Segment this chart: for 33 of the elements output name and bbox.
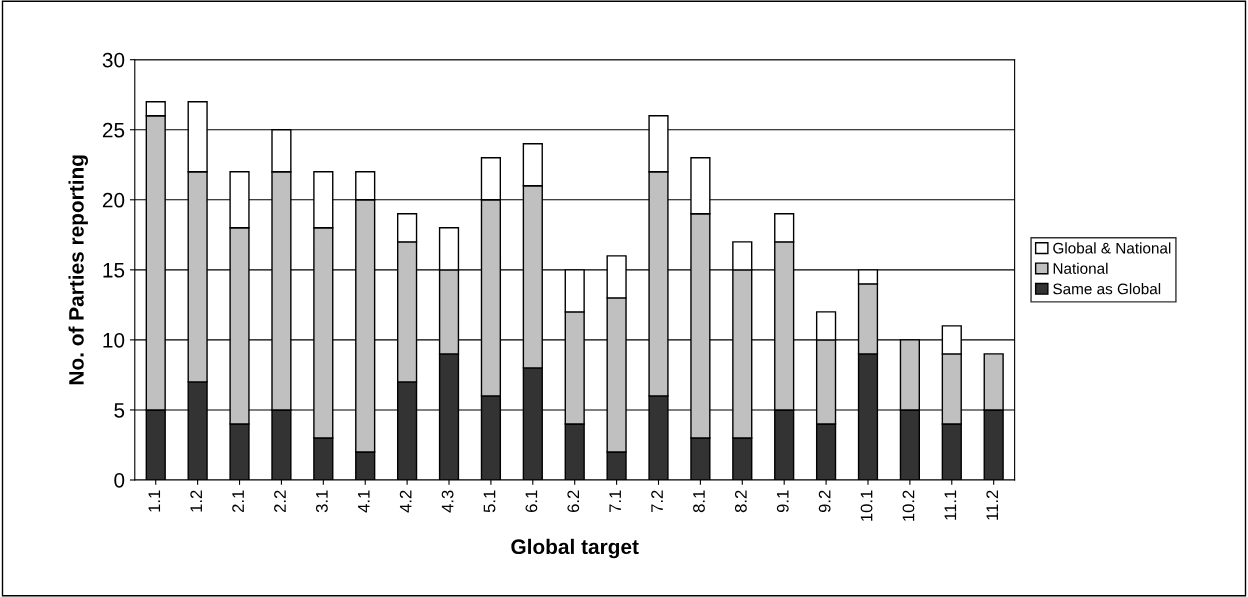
x-axis-title: Global target xyxy=(511,538,639,559)
legend-label: Global & National xyxy=(1053,242,1171,254)
x-tick-label: 2.2 xyxy=(274,490,286,513)
y-tick-label: 0 xyxy=(114,472,125,488)
y-tick-label: 5 xyxy=(114,403,125,418)
legend-label: National xyxy=(1053,262,1108,274)
x-tick-label: 6.2 xyxy=(567,490,580,513)
x-tick-label: 10.1 xyxy=(860,490,873,521)
x-tick-label: 4.1 xyxy=(358,490,370,513)
x-tick-label: 7.1 xyxy=(609,490,621,513)
x-tick-label: 11.2 xyxy=(986,490,998,520)
x-tick-label: 10.2 xyxy=(902,490,915,521)
x-tick-label: 6.1 xyxy=(525,490,538,513)
x-tick-label: 1.1 xyxy=(148,490,161,512)
y-axis-title: No. of Parties reporting xyxy=(68,155,88,385)
y-tick-label: 10 xyxy=(103,332,125,348)
x-tick-label: 8.1 xyxy=(693,490,705,513)
x-tick-label: 9.1 xyxy=(776,490,789,513)
y-tick-label: 30 xyxy=(102,52,125,68)
x-tick-label: 1.2 xyxy=(190,490,202,512)
x-tick-label: 11.1 xyxy=(944,490,957,520)
y-tick-label: 20 xyxy=(102,192,125,208)
x-tick-label: 5.1 xyxy=(483,490,496,513)
x-tick-label: 9.2 xyxy=(818,490,831,513)
x-tick-label: 8.2 xyxy=(734,490,747,513)
y-tick-label: 15 xyxy=(103,263,125,278)
x-tick-label: 3.1 xyxy=(315,490,328,513)
legend-label: Same as Global xyxy=(1053,283,1161,295)
x-tick-label: 2.1 xyxy=(232,490,244,513)
x-tick-label: 4.3 xyxy=(441,490,454,513)
x-tick-label: 7.2 xyxy=(651,490,663,513)
x-tick-label: 4.2 xyxy=(399,490,412,513)
y-tick-label: 25 xyxy=(102,122,125,138)
